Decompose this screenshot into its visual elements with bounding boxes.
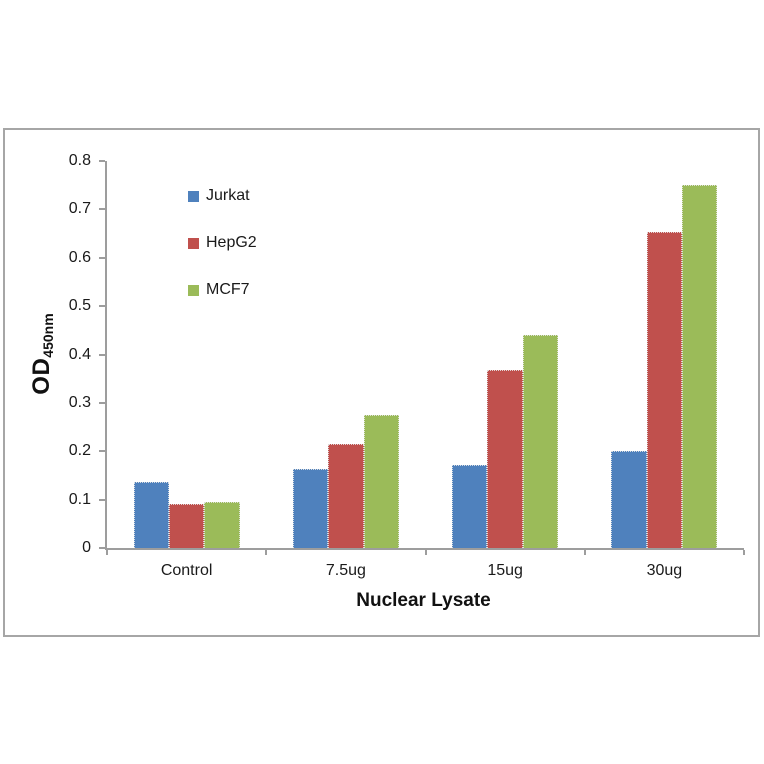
bar-mcf7-control — [204, 501, 240, 548]
bar-jurkat-7.5ug — [292, 469, 329, 548]
y-axis-tick-label: 0.7 — [68, 200, 91, 218]
y-axis-tick-label: 0.4 — [68, 345, 91, 363]
y-axis-tick-label: 0.1 — [68, 490, 91, 508]
y-axis-tick — [99, 401, 105, 404]
x-axis-tick — [424, 550, 427, 555]
bar-hepg2-15ug — [487, 369, 523, 548]
x-axis-tick — [583, 550, 586, 555]
x-axis-category-label: 15ug — [487, 562, 523, 579]
legend-item-mcf7: MCF7 — [188, 280, 257, 300]
legend: Jurkat HepG2 MCF7 — [188, 186, 257, 327]
plot-area: 0.8 0.7 0.6 0.5 0.4 0.3 0.2 0.1 0 Control 7.5ug 15u… — [69, 152, 745, 579]
y-axis-tick — [99, 547, 105, 549]
legend-item-jurkat: Jurkat — [188, 186, 257, 206]
x-axis-tick — [743, 550, 745, 555]
x-axis-category-label: 7.5ug — [325, 562, 366, 579]
y-axis-tick — [99, 498, 105, 501]
legend-item-hepg2: HepG2 — [188, 233, 257, 253]
y-axis-tick-label: 0.3 — [68, 393, 91, 411]
x-axis-tick — [106, 550, 108, 555]
y-axis-tick-label: 0.8 — [68, 152, 91, 169]
y-axis-tick — [99, 160, 105, 162]
x-axis-category-label: Control — [160, 562, 213, 579]
y-axis-tick — [99, 256, 105, 259]
bar-mcf7-30ug — [682, 185, 718, 548]
bar-hepg2-control — [168, 503, 205, 548]
legend-label: Jurkat — [206, 187, 250, 204]
bar-jurkat-15ug — [452, 465, 488, 548]
legend-swatch-icon — [188, 237, 199, 249]
y-axis-tick-label: 0.2 — [68, 442, 91, 460]
y-axis-tick — [99, 208, 105, 211]
bar-mcf7-7.5ug — [363, 414, 399, 548]
legend-label: HepG2 — [206, 234, 257, 251]
y-axis-tick-label: 0 — [82, 539, 91, 556]
x-axis-category-label: 30ug — [646, 562, 683, 579]
y-axis-tick — [99, 450, 105, 453]
bar-jurkat-30ug — [611, 451, 647, 548]
x-axis-title: Nuclear Lysate — [356, 590, 491, 611]
x-axis-tick — [265, 550, 268, 555]
legend-swatch-icon — [188, 284, 199, 296]
chart-area: OD450nm 0.8 0.7 0.6 0.5 0.4 0.3 0.2 0.1 0 Control… — [3, 128, 760, 637]
bar-hepg2-7.5ug — [328, 444, 364, 548]
bar-hepg2-30ug — [646, 231, 683, 548]
bar-mcf7-15ug — [522, 334, 559, 548]
y-axis-tick — [99, 353, 105, 356]
legend-swatch-icon — [188, 190, 199, 202]
y-axis-tick-label: 0.5 — [68, 297, 91, 315]
y-axis-tick-label: 0.6 — [68, 248, 91, 266]
bar-jurkat-control — [133, 481, 169, 548]
y-axis-tick — [99, 305, 105, 308]
legend-label: MCF7 — [206, 281, 250, 298]
